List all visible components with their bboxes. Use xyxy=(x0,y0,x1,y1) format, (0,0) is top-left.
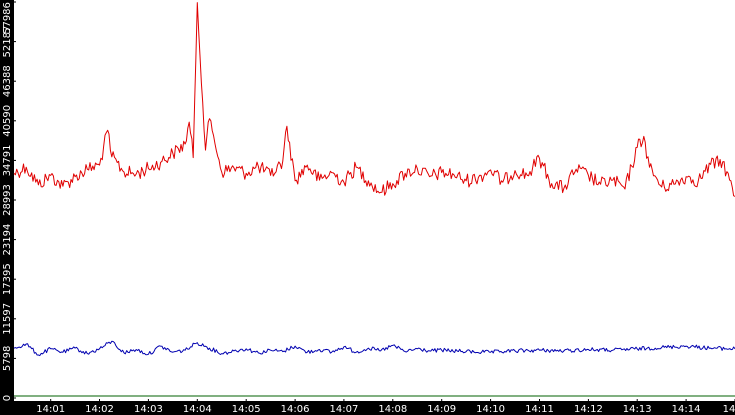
x-tick-label: 14:04 xyxy=(183,404,212,415)
x-tick-label: 14:12 xyxy=(574,404,603,415)
y-tick-label: 5798 xyxy=(2,346,13,371)
x-tick-label: 14:08 xyxy=(378,404,407,415)
y-tick-label: 0 xyxy=(2,395,13,401)
y-tick-label: 57986 xyxy=(2,2,13,34)
x-tick-label: 14:03 xyxy=(134,404,163,415)
x-tick-label: 14:09 xyxy=(427,404,456,415)
x-tick-label: 14:14 xyxy=(672,404,701,415)
y-tick-label: 23194 xyxy=(2,224,13,256)
y-tick-label: 11597 xyxy=(2,303,13,335)
x-tick-label: 14:05 xyxy=(232,404,261,415)
series-layer xyxy=(13,2,735,397)
x-tick-label: 14:01 xyxy=(36,404,65,415)
y-axis-ticks: 0 5798 11597 17395 23194 28993 34791 40590 46388… xyxy=(2,1,16,401)
series-line-2 xyxy=(13,340,735,357)
y-tick-label: 52187 xyxy=(2,26,13,58)
x-tick-label: 14:02 xyxy=(85,404,114,415)
x-tick-label: 14:06 xyxy=(281,404,310,415)
y-tick-label: 34791 xyxy=(2,144,13,176)
x-axis-ticks: 14:01 14:02 14:03 14:04 14:05 14:06 14:07 14:08… xyxy=(36,399,735,415)
x-tick-label: 14:11 xyxy=(525,404,554,415)
x-tick-label: 14:07 xyxy=(329,404,358,415)
y-tick-label: 17395 xyxy=(2,263,13,295)
y-tick-label: 40590 xyxy=(2,105,13,137)
series-line-1 xyxy=(13,2,735,197)
x-axis-band xyxy=(0,401,735,415)
x-tick-label: 14:13 xyxy=(623,404,652,415)
x-tick-label: 14 xyxy=(723,404,735,415)
y-tick-label: 28993 xyxy=(2,184,13,216)
y-tick-label: 46388 xyxy=(2,65,13,97)
x-tick-label: 14:10 xyxy=(476,404,505,415)
y-axis-band xyxy=(0,0,14,415)
